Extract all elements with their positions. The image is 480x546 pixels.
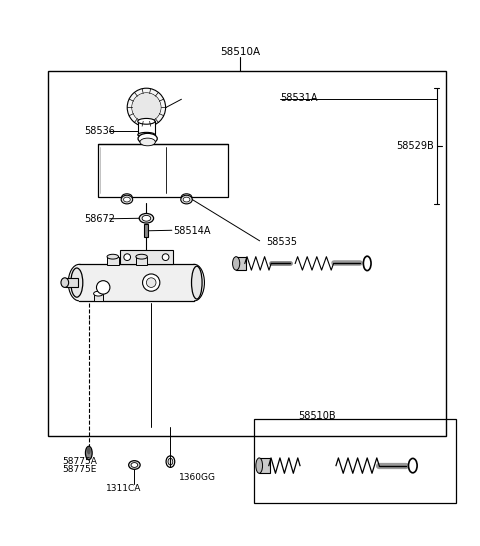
Ellipse shape xyxy=(140,138,156,146)
Text: 58510B: 58510B xyxy=(298,411,336,420)
Ellipse shape xyxy=(71,268,83,297)
Ellipse shape xyxy=(168,458,173,465)
Bar xyxy=(48,72,446,436)
Text: 58510A: 58510A xyxy=(220,47,260,57)
Bar xyxy=(259,458,270,473)
Text: 58535: 58535 xyxy=(266,238,298,247)
Bar xyxy=(65,278,78,287)
Ellipse shape xyxy=(129,461,140,470)
Bar xyxy=(98,144,228,197)
Text: 58536: 58536 xyxy=(84,127,115,136)
Ellipse shape xyxy=(136,254,147,259)
Bar xyxy=(144,224,148,238)
Bar xyxy=(236,257,246,270)
Ellipse shape xyxy=(87,447,91,454)
Ellipse shape xyxy=(183,197,190,202)
Ellipse shape xyxy=(166,456,175,467)
Ellipse shape xyxy=(256,458,263,473)
Bar xyxy=(79,264,194,301)
Text: 58514A: 58514A xyxy=(173,226,210,236)
Ellipse shape xyxy=(184,264,204,301)
Bar xyxy=(120,250,173,264)
Ellipse shape xyxy=(85,446,92,460)
Ellipse shape xyxy=(363,256,371,271)
Ellipse shape xyxy=(94,291,103,296)
Circle shape xyxy=(96,281,110,294)
Circle shape xyxy=(132,93,161,122)
Ellipse shape xyxy=(138,133,157,144)
Ellipse shape xyxy=(61,278,69,287)
Ellipse shape xyxy=(68,264,90,301)
Circle shape xyxy=(124,254,131,260)
Bar xyxy=(94,294,103,301)
Text: 1360GG: 1360GG xyxy=(179,473,216,483)
Ellipse shape xyxy=(131,462,138,467)
Circle shape xyxy=(132,93,161,122)
Text: 58775E: 58775E xyxy=(62,465,97,474)
Ellipse shape xyxy=(192,266,202,299)
Ellipse shape xyxy=(139,213,154,223)
Text: 58672: 58672 xyxy=(84,214,115,224)
Ellipse shape xyxy=(181,194,192,200)
Ellipse shape xyxy=(181,195,192,204)
Circle shape xyxy=(127,88,166,127)
Bar xyxy=(107,257,119,265)
Text: 58529B: 58529B xyxy=(396,141,434,151)
Text: 1311CA: 1311CA xyxy=(106,484,142,492)
Ellipse shape xyxy=(408,459,417,473)
Circle shape xyxy=(146,278,156,287)
Bar xyxy=(136,257,147,265)
Ellipse shape xyxy=(138,118,155,124)
Text: 58775A: 58775A xyxy=(62,456,97,466)
Ellipse shape xyxy=(121,194,132,200)
Circle shape xyxy=(162,254,169,260)
Bar xyxy=(254,419,456,503)
Circle shape xyxy=(143,274,160,291)
Text: 58531A: 58531A xyxy=(280,93,318,103)
Bar xyxy=(138,121,155,135)
Ellipse shape xyxy=(232,257,240,270)
Ellipse shape xyxy=(123,197,130,202)
Ellipse shape xyxy=(138,132,155,137)
Ellipse shape xyxy=(107,254,119,259)
Ellipse shape xyxy=(121,195,132,204)
Ellipse shape xyxy=(142,216,151,221)
